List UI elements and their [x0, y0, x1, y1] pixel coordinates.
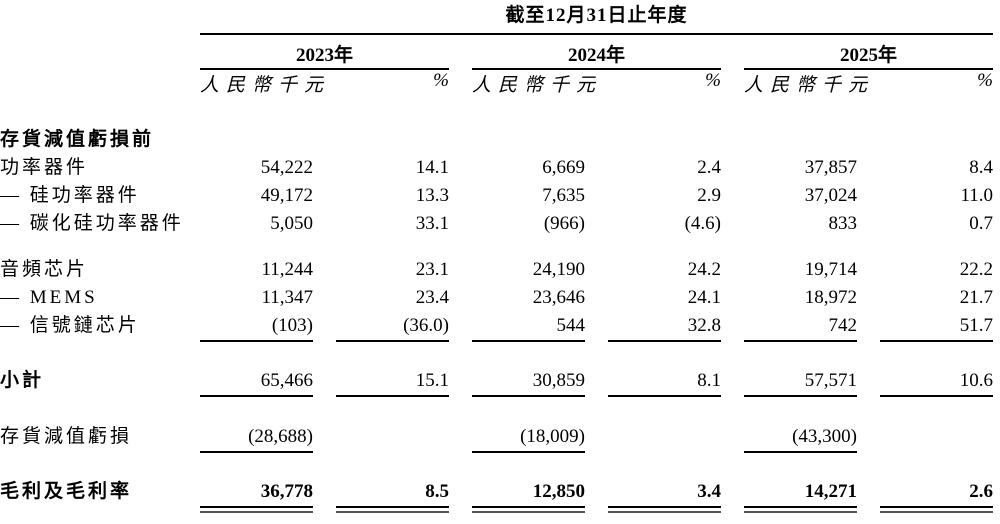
cell-value: (966) [543, 213, 585, 234]
cell-value: 8.4 [969, 157, 993, 178]
cell-value: 23.4 [415, 287, 449, 308]
cell-value: 24.2 [687, 259, 721, 280]
unit-header: 人民幣千元 [200, 75, 331, 96]
cell-value: 5,050 [270, 213, 313, 234]
cell-value: 2.4 [697, 157, 721, 178]
row-label: 小計 [0, 370, 45, 391]
table-row-silicon-power-devices: — 硅功率器件 49,172 13.3 7,635 2.9 37,024 11.… [0, 182, 1000, 210]
percent-header: % [705, 70, 721, 91]
year-header-2023: 2023年 [200, 35, 449, 70]
financial-table-page: 截至12月31日止年度 2023年 2024年 2025年 人民幣千元 % 人民… [0, 4, 1000, 524]
cell-value: 3.4 [697, 481, 721, 502]
double-rule [200, 506, 1000, 513]
cell-value [336, 423, 449, 451]
cell-value: 544 [556, 315, 586, 336]
table-row-inventory-impairment: 存貨減值虧損 (28,688) (18,009) (43,300) [0, 423, 1000, 451]
cell-value [608, 423, 721, 451]
cell-value: 13.3 [415, 185, 449, 206]
unit-header: 人民幣千元 [744, 75, 875, 96]
percent-header: % [433, 70, 449, 91]
cell-value: 22.2 [959, 259, 993, 280]
unit-header: 人民幣千元 [472, 75, 603, 96]
row-label: 毛利及毛利率 [0, 481, 133, 502]
cell-value: 18,972 [804, 287, 857, 308]
cell-value: 57,571 [804, 370, 857, 391]
cell-value: 14,271 [804, 481, 857, 502]
cell-value: 8.5 [425, 481, 449, 502]
table-row-power-devices: 功率器件 54,222 14.1 6,669 2.4 37,857 8.4 [0, 154, 1000, 182]
single-rule-rmb-only [200, 451, 1000, 453]
cell-value: 8.1 [697, 370, 721, 391]
table-row-subtotal: 小計 65,466 15.1 30,859 8.1 57,571 10.6 [0, 367, 1000, 395]
cell-value: 11,347 [261, 287, 313, 308]
cell-value: 49,172 [260, 185, 313, 206]
cell-value: 51.7 [959, 315, 993, 336]
single-rule [200, 340, 1000, 342]
cell-value: 23.1 [415, 259, 449, 280]
table-row-section-header: 存貨減值虧損前 [0, 126, 1000, 154]
cell-value: 23,646 [532, 287, 585, 308]
cell-value: 36,778 [260, 481, 313, 502]
table-row-gross-profit: 毛利及毛利率 36,778 8.5 12,850 3.4 14,271 2.6 [0, 478, 1000, 506]
single-rule [200, 395, 1000, 397]
cell-value: 54,222 [260, 157, 313, 178]
row-label: 音頻芯片 [0, 259, 89, 280]
cell-value: (4.6) [684, 213, 721, 234]
row-label: 存貨減值虧損前 [0, 129, 155, 150]
cell-value: 12,850 [532, 481, 585, 502]
row-label: 功率器件 [0, 157, 89, 178]
subheader-group-2024: 人民幣千元 % [472, 70, 721, 97]
cell-value: 0.7 [969, 213, 993, 234]
cell-value: 65,466 [260, 370, 313, 391]
table-row-sic-power-devices: — 碳化硅功率器件 5,050 33.1 (966) (4.6) 833 0.7 [0, 210, 1000, 238]
cell-value: (28,688) [248, 426, 313, 447]
cell-value: 33.1 [415, 213, 449, 234]
cell-value [880, 423, 993, 451]
row-label: 存貨減值虧損 [0, 426, 133, 447]
row-label: — 信號鏈芯片 [0, 315, 140, 336]
cell-value: 37,857 [804, 157, 857, 178]
cell-value: 21.7 [959, 287, 993, 308]
cell-value: 10.6 [959, 370, 993, 391]
cell-value: 24,190 [532, 259, 585, 280]
cell-value: 2.9 [697, 185, 721, 206]
cell-value: 37,024 [804, 185, 857, 206]
year-header-row: 2023年 2024年 2025年 [200, 35, 1000, 70]
cell-value: 32.8 [687, 315, 721, 336]
cell-value: 833 [828, 213, 858, 234]
column-subheader-row: 人民幣千元 % 人民幣千元 % 人民幣千元 % [200, 70, 1000, 100]
table-title: 截至12月31日止年度 [505, 5, 688, 26]
cell-value: 7,635 [542, 185, 585, 206]
cell-value: 2.6 [969, 481, 993, 502]
year-header-2024: 2024年 [472, 35, 721, 70]
table-row-mems: — MEMS 11,347 23.4 23,646 24.1 18,972 21… [0, 284, 1000, 312]
cell-value: 742 [828, 315, 858, 336]
cell-value: 15.1 [415, 370, 449, 391]
cell-value: (36.0) [403, 315, 449, 336]
cell-value: 11.0 [960, 185, 993, 206]
cell-value: (103) [271, 315, 313, 336]
cell-value: 11,244 [261, 259, 313, 280]
header-top-rule [200, 33, 993, 35]
percent-header: % [977, 70, 993, 91]
row-label: — 碳化硅功率器件 [0, 213, 184, 234]
row-label: — 硅功率器件 [0, 185, 140, 206]
cell-value: (43,300) [792, 426, 857, 447]
row-label: — MEMS [0, 287, 98, 308]
cell-value: (18,009) [520, 426, 585, 447]
subheader-group-2025: 人民幣千元 % [744, 70, 993, 97]
table-row-signal-chain-chips: — 信號鏈芯片 (103) (36.0) 544 32.8 742 51.7 [0, 312, 1000, 340]
cell-value: 24.1 [687, 287, 721, 308]
subheader-group-2023: 人民幣千元 % [200, 70, 449, 97]
cell-value: 6,669 [542, 157, 585, 178]
cell-value: 19,714 [804, 259, 857, 280]
year-header-2025: 2025年 [744, 35, 993, 70]
cell-value: 14.1 [415, 157, 449, 178]
cell-value: 30,859 [532, 370, 585, 391]
table-row-audio-chips: 音頻芯片 11,244 23.1 24,190 24.2 19,714 22.2 [0, 256, 1000, 284]
